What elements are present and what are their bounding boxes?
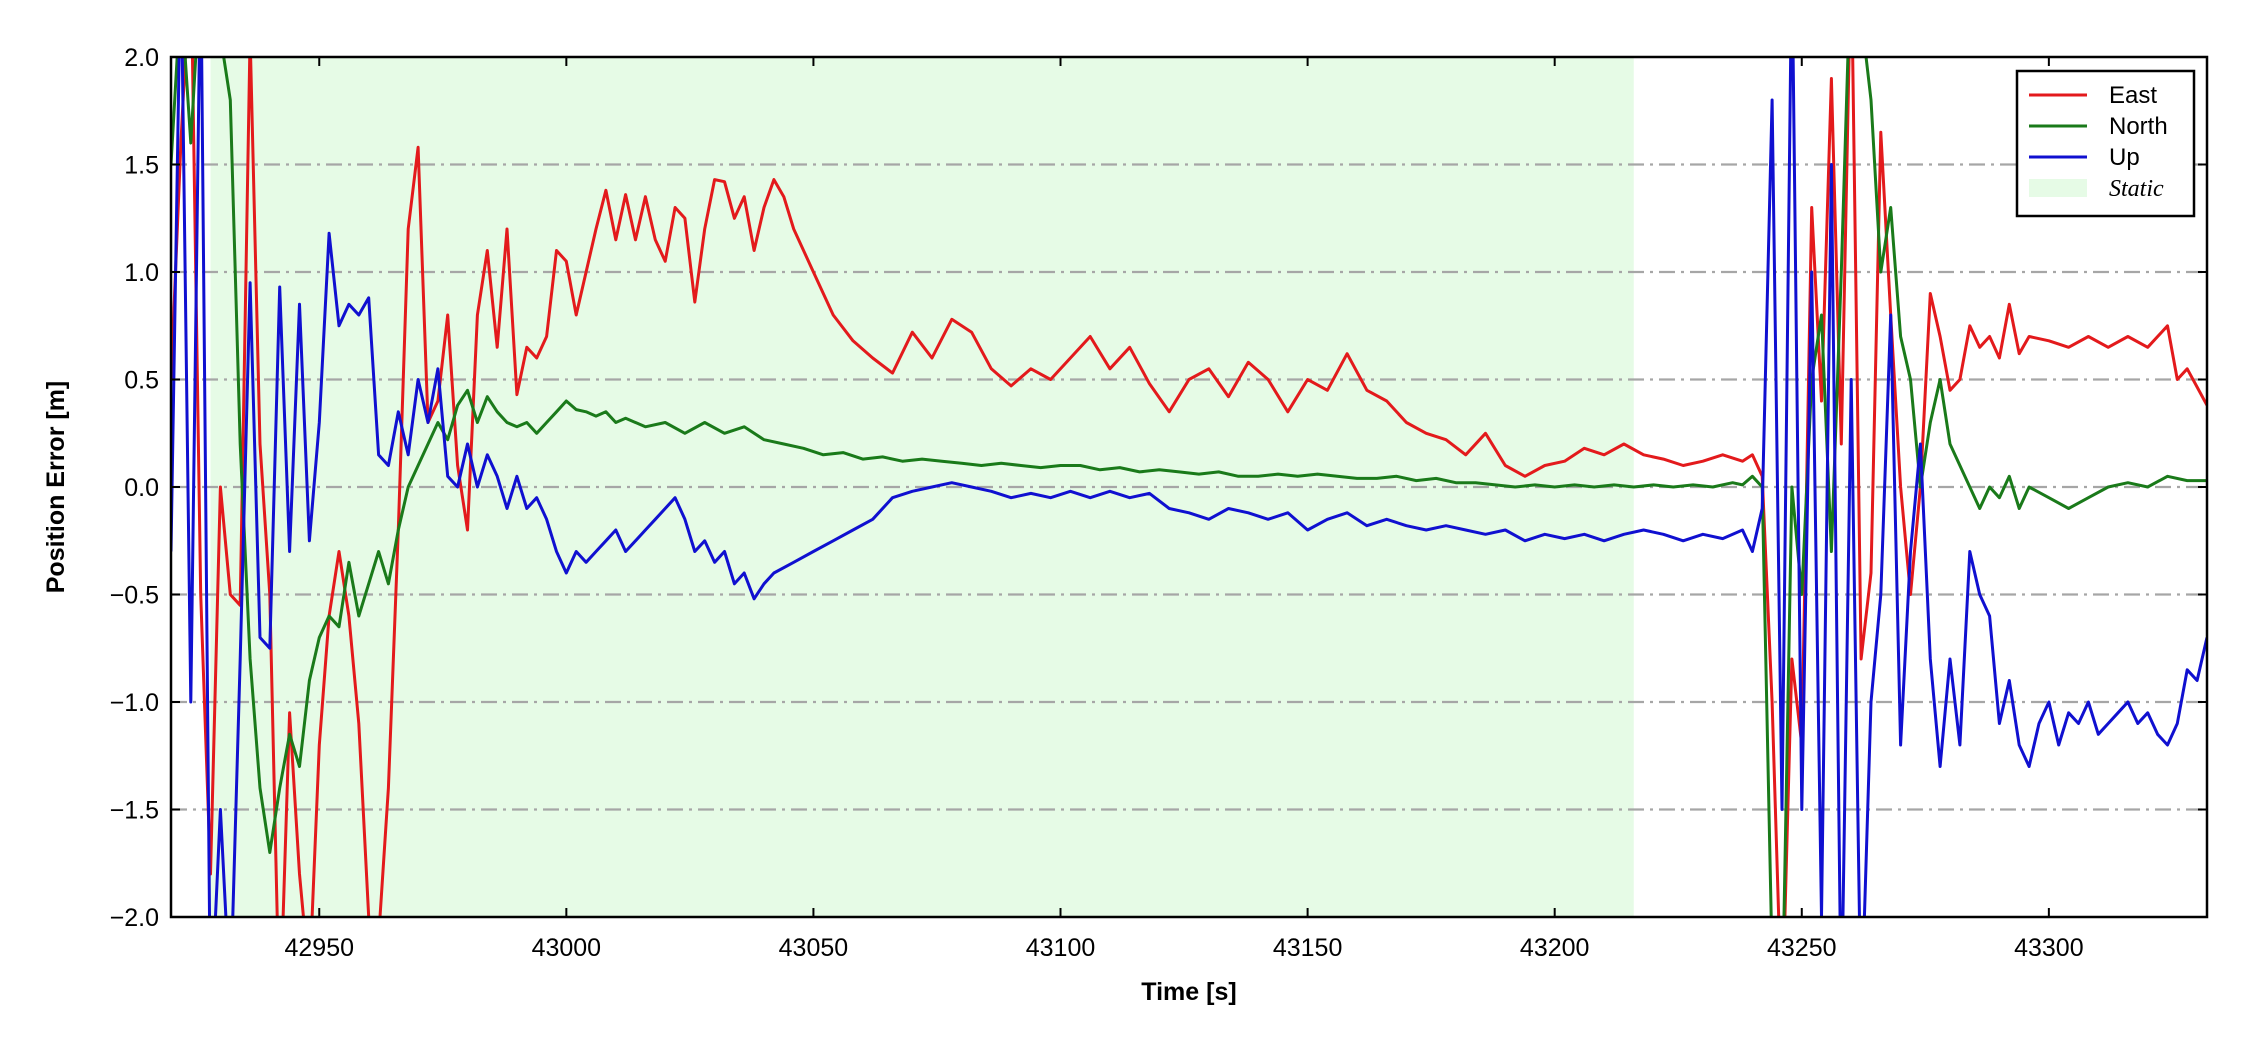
series-line-north bbox=[171, 57, 2207, 917]
legend-swatch-static bbox=[2029, 179, 2087, 197]
y-tick-label: −1.5 bbox=[110, 797, 159, 825]
y-tick-label: 2.0 bbox=[124, 44, 159, 72]
y-tick-label: 1.0 bbox=[124, 259, 159, 287]
legend-label-north: North bbox=[2109, 113, 2168, 140]
y-axis-title: Position Error [m] bbox=[42, 381, 70, 594]
series-layer bbox=[171, 57, 2207, 917]
x-tick-label: 43200 bbox=[1520, 934, 1590, 962]
series-line-east bbox=[171, 57, 2207, 917]
y-tick-label: −0.5 bbox=[110, 582, 159, 610]
legend-label-up: Up bbox=[2109, 144, 2140, 171]
x-tick-label: 43050 bbox=[779, 934, 849, 962]
legend-label-east: East bbox=[2109, 82, 2157, 109]
y-tick-label: 1.5 bbox=[124, 152, 159, 180]
series-line-up bbox=[171, 57, 2207, 917]
x-tick-label: 43150 bbox=[1273, 934, 1343, 962]
x-axis-title: Time [s] bbox=[1141, 978, 1236, 1006]
x-tick-label: 42950 bbox=[284, 934, 354, 962]
x-tick-label: 43100 bbox=[1026, 934, 1096, 962]
y-tick-label: 0.5 bbox=[124, 367, 159, 395]
x-tick-label: 43000 bbox=[532, 934, 602, 962]
tick-layer: 42950 43000 43050 43100 43150 43200 43250 43300… bbox=[110, 44, 2207, 962]
y-tick-label: −1.0 bbox=[110, 689, 159, 717]
y-tick-label: −2.0 bbox=[110, 904, 159, 932]
y-tick-label: 0.0 bbox=[124, 474, 159, 502]
legend: East North Up Static bbox=[2015, 69, 2196, 218]
x-tick-label: 43300 bbox=[2014, 934, 2084, 962]
x-tick-label: 43250 bbox=[1767, 934, 1837, 962]
legend-label-static: Static bbox=[2109, 176, 2164, 202]
